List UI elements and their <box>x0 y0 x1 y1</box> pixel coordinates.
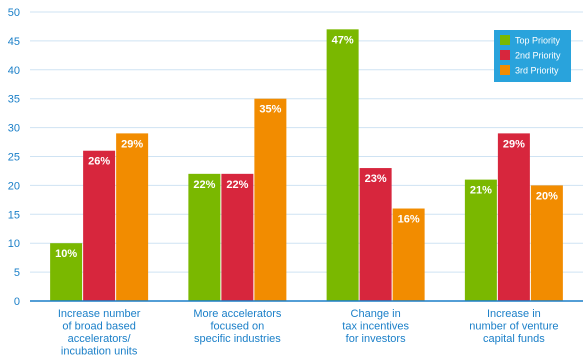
y-tick-label: 20 <box>8 180 20 192</box>
data-label: 29% <box>503 138 525 150</box>
y-tick-label: 50 <box>8 7 20 19</box>
data-label: 23% <box>365 173 387 185</box>
bar <box>50 243 83 301</box>
y-axis-ticks: 0 5 10 15 20 25 30 35 40 45 50 <box>8 7 20 308</box>
y-tick-label: 35 <box>8 94 20 106</box>
legend-swatch <box>500 50 510 60</box>
data-label: 29% <box>121 138 143 150</box>
category-label: Increase in number of venture capital fund… <box>469 308 558 345</box>
y-tick-label: 40 <box>8 65 20 77</box>
y-tick-label: 5 <box>14 267 20 279</box>
data-label: 21% <box>470 185 492 197</box>
data-label: 22% <box>226 179 248 191</box>
data-label: 26% <box>88 156 110 168</box>
y-tick-label: 30 <box>8 123 20 135</box>
y-tick-label: 0 <box>14 296 20 308</box>
y-tick-label: 15 <box>8 209 20 221</box>
category-labels: Increase number of broad based accelerator… <box>58 308 559 357</box>
bar <box>464 179 497 301</box>
legend-label: 2nd Priority <box>515 51 561 61</box>
legend-label: Top Priority <box>515 36 561 46</box>
bars <box>50 29 563 302</box>
data-labels: 10% 26% 29% 22% 22% 35% 47% 23% 16% 21% 29% 20% <box>55 34 558 260</box>
bar <box>116 133 149 301</box>
bar <box>359 168 392 301</box>
data-label: 10% <box>55 248 77 260</box>
y-tick-label: 45 <box>8 36 20 48</box>
bar <box>530 185 563 301</box>
bar <box>497 133 530 301</box>
category-label: Increase number of broad based accelerator… <box>58 308 141 357</box>
bar <box>221 173 254 301</box>
bar <box>254 98 287 301</box>
data-label: 20% <box>536 190 558 202</box>
bar <box>188 173 221 301</box>
category-label: More accelerators focused on specific indu… <box>193 308 282 345</box>
data-label: 47% <box>332 34 354 46</box>
legend-swatch <box>500 35 510 45</box>
y-tick-label: 25 <box>8 152 20 164</box>
bar <box>392 208 425 301</box>
data-label: 16% <box>398 214 420 226</box>
legend: Top Priority 2nd Priority 3rd Priority <box>494 30 571 82</box>
legend-swatch <box>500 65 510 75</box>
data-label: 35% <box>259 104 281 116</box>
bar <box>83 150 116 301</box>
y-tick-label: 10 <box>8 238 20 250</box>
bar <box>326 29 359 302</box>
category-label: Change in tax incentives for investors <box>342 308 409 345</box>
legend-label: 3rd Priority <box>515 66 559 76</box>
data-label: 22% <box>193 179 215 191</box>
